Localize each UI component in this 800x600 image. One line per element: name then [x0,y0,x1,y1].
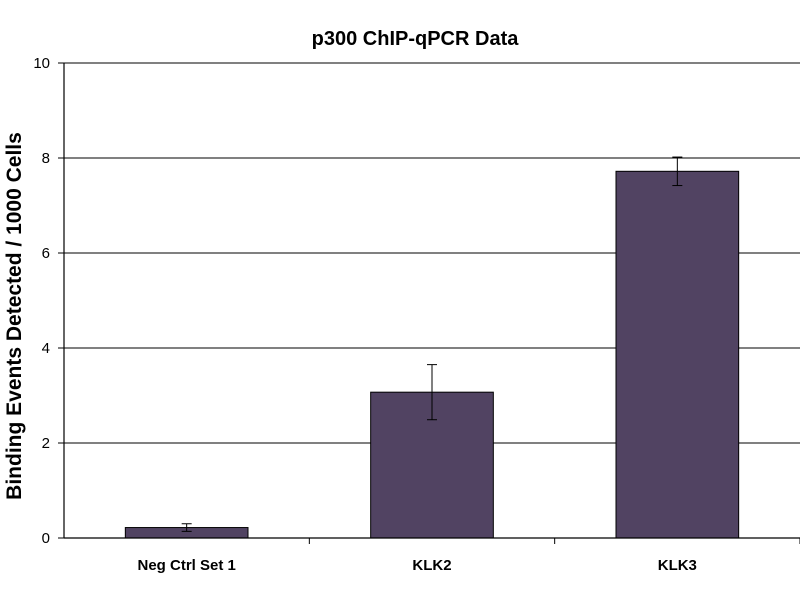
x-category-label: KLK3 [658,557,697,574]
x-category-label: KLK2 [412,557,451,574]
bar-3 [615,170,740,539]
y-tick-label: 10 [33,55,50,72]
chart-title: p300 ChIP-qPCR Data [312,28,520,50]
y-tick-label: 2 [42,435,50,452]
y-tick-label: 8 [42,150,50,167]
labels: 0 2 4 6 8 10 Neg Ctrl Set 1 KLK2 KLK3 [33,55,697,574]
y-tick-label: 0 [42,530,50,547]
axes [58,62,800,544]
y-tick-label: 6 [42,245,50,262]
y-tick-label: 4 [42,340,50,357]
bars [124,156,740,539]
y-axis-label: Binding Events Detected / 1000 Cells [3,132,26,500]
x-category-label: Neg Ctrl Set 1 [137,557,235,574]
